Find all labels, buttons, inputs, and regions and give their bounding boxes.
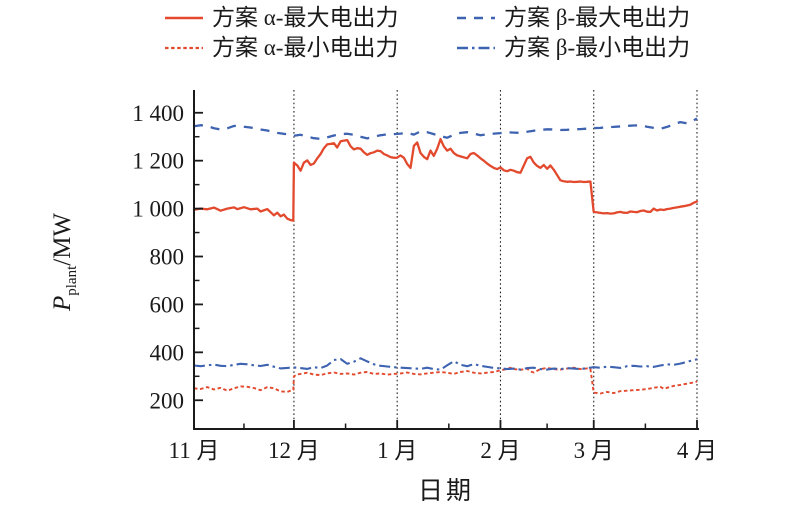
y-tick-label: 600 (150, 292, 185, 317)
series-beta-max (193, 117, 698, 141)
x-tick-label: 3 月 (574, 438, 614, 463)
legend-item-alpha-max: 方案 α-最大电出力 (163, 3, 455, 32)
legend-label-alpha-max: 方案 α-最大电出力 (212, 5, 399, 30)
y-tick-label: 1 200 (132, 149, 184, 174)
y-axis-subscript: plant (64, 265, 80, 296)
legend-label-beta-max: 方案 β-最大电出力 (504, 5, 691, 30)
legend-item-alpha-min: 方案 α-最小电出力 (163, 33, 455, 62)
series-alpha-max (192, 137, 699, 222)
x-tick-label: 12 月 (268, 438, 320, 463)
y-tick-label: 1 000 (132, 197, 184, 222)
y-axis-symbol: P (49, 295, 76, 312)
series-beta-min (193, 357, 698, 371)
legend-label-beta-min: 方案 β-最小电出力 (504, 35, 691, 60)
legend-item-beta-min: 方案 β-最小电出力 (455, 33, 690, 62)
y-tick-label: 400 (150, 340, 185, 365)
x-tick-label: 4 月 (677, 438, 717, 463)
legend-line-dashdot-blue-icon (457, 46, 495, 49)
x-tick-label: 2 月 (480, 438, 520, 463)
legend-label-alpha-min: 方案 α-最小电出力 (212, 35, 399, 60)
x-tick-label: 1 月 (377, 438, 417, 463)
legend: 方案 α-最大电出力 方案 β-最大电出力 方案 α-最小电出力 方案 β-最小… (163, 3, 690, 62)
y-tick-label: 800 (150, 245, 185, 270)
y-tick-label: 200 (150, 388, 185, 413)
legend-line-dashed-blue-icon (457, 16, 495, 19)
y-axis-title: Pplant/MW (47, 162, 80, 362)
legend-item-beta-max: 方案 β-最大电出力 (455, 3, 690, 32)
x-tick-label: 11 月 (169, 438, 220, 463)
y-axis-unit: /MW (49, 212, 76, 266)
legend-line-dotted-red-icon (165, 46, 203, 49)
series-alpha-min (193, 366, 698, 395)
y-tick-label: 1 400 (132, 101, 184, 126)
x-axis-title: 日期 (417, 478, 474, 505)
legend-line-solid-red-icon (165, 16, 203, 19)
